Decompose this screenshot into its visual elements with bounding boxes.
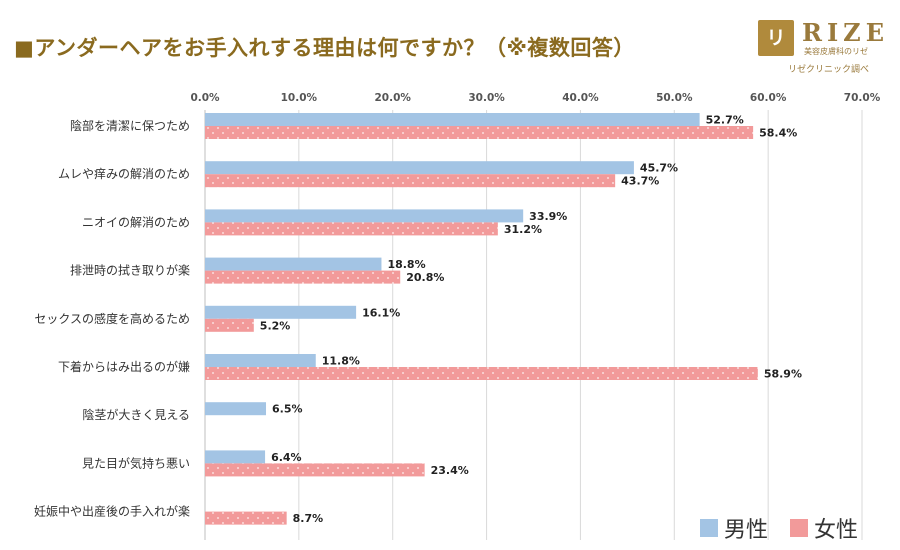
bar-female <box>205 174 616 188</box>
value-label: 6.5% <box>272 403 303 416</box>
value-label: 8.7% <box>293 512 324 525</box>
value-label: 6.4% <box>271 451 302 464</box>
bar-female <box>205 126 754 139</box>
x-tick-label: 0.0% <box>190 92 220 104</box>
value-label: 33.9% <box>529 210 567 223</box>
x-tick-label: 70.0% <box>844 92 881 104</box>
x-tick-label: 40.0% <box>562 92 599 104</box>
bar-male <box>205 209 524 223</box>
bar-female <box>205 270 401 284</box>
value-label: 20.8% <box>406 271 444 284</box>
x-tick-label: 50.0% <box>656 92 693 104</box>
value-label: 23.4% <box>431 464 469 477</box>
brand-logo: リゼ RIZE 美容皮膚科のリゼ リゼクリニック調べ <box>758 18 889 85</box>
bar-male <box>205 113 700 126</box>
value-label: 16.1% <box>362 306 400 319</box>
category-label: セックスの感度を高めるため <box>34 311 190 326</box>
x-tick-label: 20.0% <box>374 92 411 104</box>
value-labels: 52.7% 58.4% 45.7%43.7% 33.9%31.2% 18.8%20.8%… <box>260 114 802 526</box>
category-label: 下着からはみ出るのが嫌 <box>58 359 190 374</box>
value-label: 58.9% <box>764 368 802 381</box>
category-label: 妊娠中や出産後の手入れが楽 <box>34 504 190 519</box>
bar-male <box>205 402 267 416</box>
category-label: 見た目が気持ち悪い <box>82 455 190 470</box>
bar-male <box>205 354 316 367</box>
value-label: 43.7% <box>621 175 659 188</box>
chart-title: ■アンダーヘアをお手入れする理由は何ですか？（※複数回答） <box>14 36 635 60</box>
bar-female <box>205 222 498 236</box>
bars <box>205 113 758 525</box>
category-label: 陰茎が大きく見える <box>82 407 190 422</box>
legend: 男性 女性 <box>700 512 880 544</box>
x-tick-label: 60.0% <box>750 92 787 104</box>
value-label: 52.7% <box>706 114 744 127</box>
bar-male <box>205 305 357 319</box>
logo-subtitle: 美容皮膚科のリゼ <box>804 47 868 56</box>
legend-item-male: 男性 <box>700 512 768 544</box>
x-tick-label: 10.0% <box>281 92 318 104</box>
source-note: リゼクリニック調べ <box>788 65 870 75</box>
legend-label-female: 女性 <box>814 518 859 543</box>
value-label: 31.2% <box>504 223 542 236</box>
category-labels: 陰部を清潔に保つためムレや痒みの解消のためニオイの解消のため排泄時の拭き取りが楽… <box>34 118 190 519</box>
bar-female <box>205 318 254 332</box>
legend-swatch-female <box>790 519 809 537</box>
x-axis-ticks: 0.0% 10.0% 20.0% 30.0% 40.0% 50.0% 60.0% 70.0% <box>190 92 880 104</box>
x-tick-label: 30.0% <box>468 92 505 104</box>
category-label: ニオイの解消のため <box>82 215 190 229</box>
legend-item-female: 女性 <box>790 512 858 544</box>
bar-male <box>205 161 634 175</box>
value-label: 58.4% <box>759 127 797 140</box>
bar-male <box>205 450 266 464</box>
logo-mark: リゼ <box>758 20 794 85</box>
bar-female <box>205 367 758 380</box>
logo-wordmark: RIZE <box>802 18 889 47</box>
category-label: 陰部を清潔に保つため <box>70 118 190 133</box>
category-label: ムレや痒みの解消のため <box>58 166 190 181</box>
value-label: 11.8% <box>322 355 360 368</box>
bar-male <box>205 257 382 271</box>
legend-label-male: 男性 <box>724 518 769 543</box>
bar-female <box>205 463 425 477</box>
value-label: 5.2% <box>260 319 291 332</box>
bar-female <box>205 511 287 525</box>
legend-swatch-male <box>700 519 718 537</box>
value-label: 18.8% <box>387 258 425 271</box>
category-label: 排泄時の拭き取りが楽 <box>70 263 190 278</box>
value-label: 45.7% <box>640 162 678 175</box>
